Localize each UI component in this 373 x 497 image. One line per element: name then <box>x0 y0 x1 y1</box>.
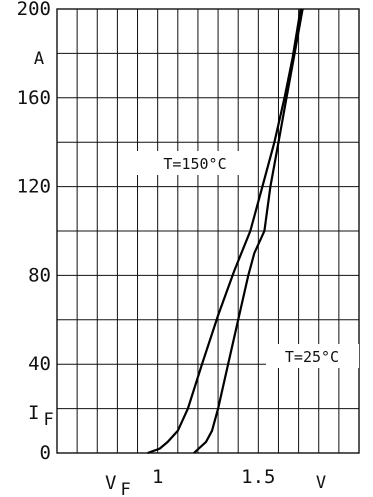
series-label-25c: T=25°C <box>285 348 339 366</box>
series-label-150c: T=150°C <box>163 155 226 173</box>
y-unit: A <box>34 49 44 69</box>
label-bg-25 <box>266 344 359 368</box>
axis-label-subscript: F <box>120 480 130 497</box>
y-axis-label: I F <box>28 402 54 430</box>
y-tick-label: 0 <box>40 442 51 464</box>
y-tick-label: 40 <box>28 353 51 375</box>
series-line-25c <box>193 8 304 454</box>
axis-label-subscript: F <box>43 410 53 430</box>
grid-lines <box>57 9 359 453</box>
x-tick-label: 1.5 <box>241 466 275 488</box>
plot-frame <box>56 8 360 454</box>
y-tick-label: 120 <box>17 176 51 198</box>
y-tick-label: 160 <box>17 87 51 109</box>
series-line-150c <box>147 8 302 455</box>
y-tick-label: 200 <box>17 0 51 20</box>
tick-labels: 0 40 80 120 160 200 1 1.5 <box>17 0 276 488</box>
label-bg-150 <box>135 151 255 175</box>
series-curves <box>147 8 304 455</box>
x-tick-label: 1 <box>152 466 163 488</box>
x-axis-label: V F <box>105 472 131 497</box>
x-unit: V <box>316 473 326 493</box>
y-tick-label: 80 <box>28 264 51 286</box>
